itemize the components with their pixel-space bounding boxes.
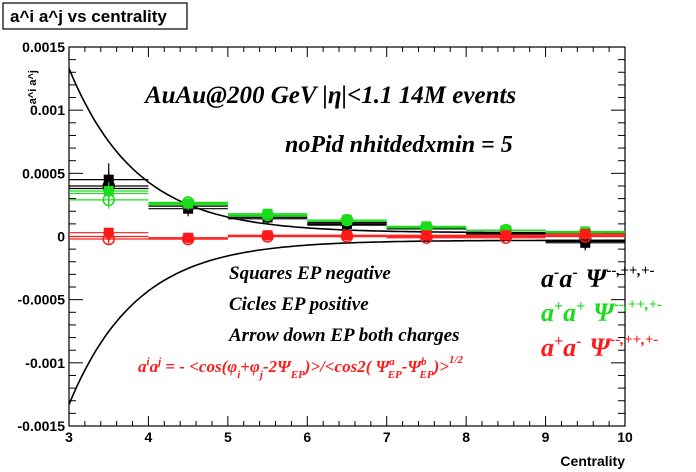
series-arrow xyxy=(69,231,625,245)
x-tick-label: 5 xyxy=(224,429,232,445)
arrow-down-marker xyxy=(102,189,115,199)
y-tick-label: -0.001 xyxy=(25,355,65,371)
x-tick-label: 8 xyxy=(462,429,470,445)
y-tick-label: 0.0015 xyxy=(22,39,65,55)
legend-entry-pos-pos: a+a+ Ψ--,++,+- xyxy=(541,297,662,327)
y-tick-label: 0.001 xyxy=(30,102,65,118)
annotation-header1: AuAu@200 GeV |η|<1.1 14M events xyxy=(143,82,516,109)
annotation-squares: Squares EP negative xyxy=(229,263,391,284)
axis-ticks: 3 4 5 6 7 8 9 10 -0.0015 -0.001 -0.0005 0 0.0005 0.00… xyxy=(18,39,633,445)
arrow-down-marker xyxy=(102,232,115,242)
x-tick-label: 7 xyxy=(383,429,391,445)
x-tick-label: 4 xyxy=(145,429,153,445)
annotation-circles: Cicles EP positive xyxy=(229,294,369,315)
y-tick-label: 0.0005 xyxy=(22,165,65,181)
chart-title-box: a^i a^j vs centrality xyxy=(2,2,188,30)
data-points xyxy=(69,163,625,251)
arrow-down-marker xyxy=(182,200,195,210)
y-tick-label: 0 xyxy=(57,229,65,245)
legend-entry-pos-neg: a+a- Ψ--,++,+- xyxy=(541,332,658,362)
y-tick-label: -0.0015 xyxy=(18,418,66,434)
legend: a-a- Ψ--,++,+- a+a+ Ψ--,++,+- a+a- Ψ--,++,+… xyxy=(541,263,662,362)
arrow-down-marker xyxy=(261,232,274,242)
arrow-down-marker xyxy=(499,232,512,242)
arrow-down-marker xyxy=(420,232,433,242)
arrow-down-marker xyxy=(420,223,433,233)
circle-marker xyxy=(420,231,433,245)
y-axis-title: a^i a^j xyxy=(27,70,39,104)
x-tick-label: 3 xyxy=(65,429,73,445)
chart-title: a^i a^j vs centrality xyxy=(10,7,167,26)
arrow-down-marker xyxy=(341,232,353,242)
x-tick-label: 10 xyxy=(617,429,633,445)
arrow-down-marker xyxy=(261,212,274,222)
annotation-arrows: Arrow down EP both charges xyxy=(228,325,460,346)
x-tick-label: 9 xyxy=(542,429,550,445)
title-frame xyxy=(2,2,188,30)
circle-marker xyxy=(499,231,513,245)
y-tick-label: -0.0005 xyxy=(18,292,66,308)
x-tick-label: 6 xyxy=(303,429,311,445)
lower-curve xyxy=(68,239,625,405)
circle-marker xyxy=(579,230,592,243)
annotation-formula: aiaj = - <cos(φi+φj-2ΨEP)>/<cos2( Ψa EP-Ψ… xyxy=(138,354,464,381)
legend-entry-neg-neg: a-a- Ψ--,++,+- xyxy=(541,263,655,293)
arrow-down-marker xyxy=(341,217,353,227)
annotation-header2: noPid nhitdedxmin = 5 xyxy=(285,132,513,158)
arrow-down-marker xyxy=(182,235,195,245)
arrow-down-marker xyxy=(579,231,592,241)
x-axis-title: Centrality xyxy=(560,453,625,469)
